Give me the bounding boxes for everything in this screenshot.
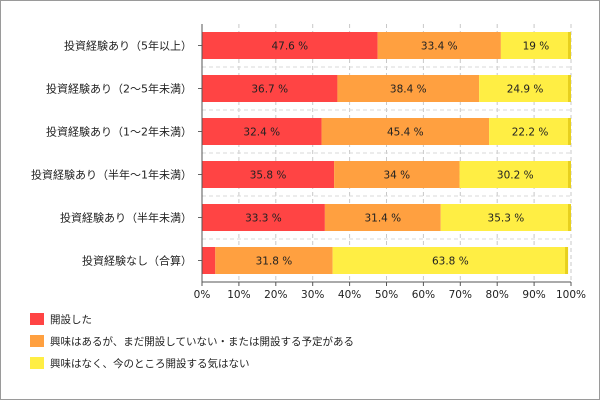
legend-label-not-interested: 興味はなく、今のところ開設する気はない (50, 357, 250, 370)
bar-segment (489, 118, 571, 145)
x-tick-label: 100% (556, 289, 586, 301)
data-label: 35.8 % (250, 170, 287, 182)
x-tick-label: 90% (522, 289, 545, 301)
data-label: 63.8 % (432, 256, 469, 268)
data-label: 47.6 % (271, 41, 308, 53)
data-label: 35.3 % (488, 213, 525, 225)
x-tick-label: 70% (449, 289, 472, 301)
legend-swatch-not-interested (30, 357, 44, 369)
bar-end-shadow (568, 204, 571, 231)
x-tick-label: 20% (264, 289, 287, 301)
x-tick-label: 30% (301, 289, 324, 301)
category-label: 投資経験なし（合算） (82, 254, 192, 268)
data-label: 19 % (523, 41, 550, 53)
bar-end-shadow (568, 32, 571, 59)
legend-item-opened: 開設した (30, 311, 92, 327)
bar-segment (324, 204, 441, 231)
legend-swatch-opened (30, 313, 44, 325)
x-tick-label: 40% (338, 289, 361, 301)
bar-segment (440, 204, 571, 231)
bar-segment (479, 75, 571, 102)
bar-end-shadow (568, 75, 571, 102)
data-label: 36.7 % (251, 84, 288, 96)
x-tick-label: 10% (227, 289, 250, 301)
bar-segment (459, 161, 571, 188)
data-label: 33.4 % (421, 41, 458, 53)
x-tick-label: 80% (486, 289, 509, 301)
bar-segment (332, 247, 569, 274)
bar-segment (202, 32, 378, 59)
bar-segment (215, 247, 333, 274)
bar-segment (202, 204, 325, 231)
bar-segment (202, 118, 322, 145)
data-label: 34 % (383, 170, 410, 182)
bar-end-shadow (565, 247, 569, 274)
x-tick-label: 0% (194, 289, 211, 301)
legend-label-interested: 興味はあるが、まだ開設していない・または開設する予定がある (50, 335, 354, 348)
category-label: 投資経験あり（5年以上） (64, 39, 192, 53)
bar-segment (377, 32, 501, 59)
data-label: 31.8 % (256, 256, 293, 268)
bar-segment (202, 247, 216, 274)
legend-item-not-interested: 興味はなく、今のところ開設する気はない (30, 355, 250, 371)
x-tick-label: 50% (375, 289, 398, 301)
data-label: 38.4 % (390, 84, 427, 96)
bar-end-shadow (568, 118, 571, 145)
bar-segment (334, 161, 460, 188)
data-label: 24.9 % (507, 84, 544, 96)
category-label: 投資経験あり（半年～1年未満） (31, 168, 192, 182)
bar-segment (337, 75, 480, 102)
legend-item-interested: 興味はあるが、まだ開設していない・または開設する予定がある (30, 333, 354, 349)
bar-segment (202, 161, 335, 188)
legend-swatch-interested (30, 335, 44, 347)
legend-label-opened: 開設した (50, 313, 92, 326)
data-label: 30.2 % (497, 170, 534, 182)
category-label: 投資経験あり（2～5年未満） (46, 82, 192, 96)
bar-segment (202, 75, 338, 102)
x-tick-label: 60% (412, 289, 435, 301)
data-label: 32.4 % (243, 127, 280, 139)
bar-segment (321, 118, 490, 145)
data-label: 31.4 % (364, 213, 401, 225)
category-label: 投資経験あり（半年未満） (60, 211, 192, 225)
data-label: 22.2 % (512, 127, 549, 139)
data-label: 45.4 % (387, 127, 424, 139)
category-label: 投資経験あり（1～2年未満） (46, 125, 192, 139)
data-label: 33.3 % (245, 213, 282, 225)
bar-segment (500, 32, 571, 59)
bar-end-shadow (568, 161, 571, 188)
